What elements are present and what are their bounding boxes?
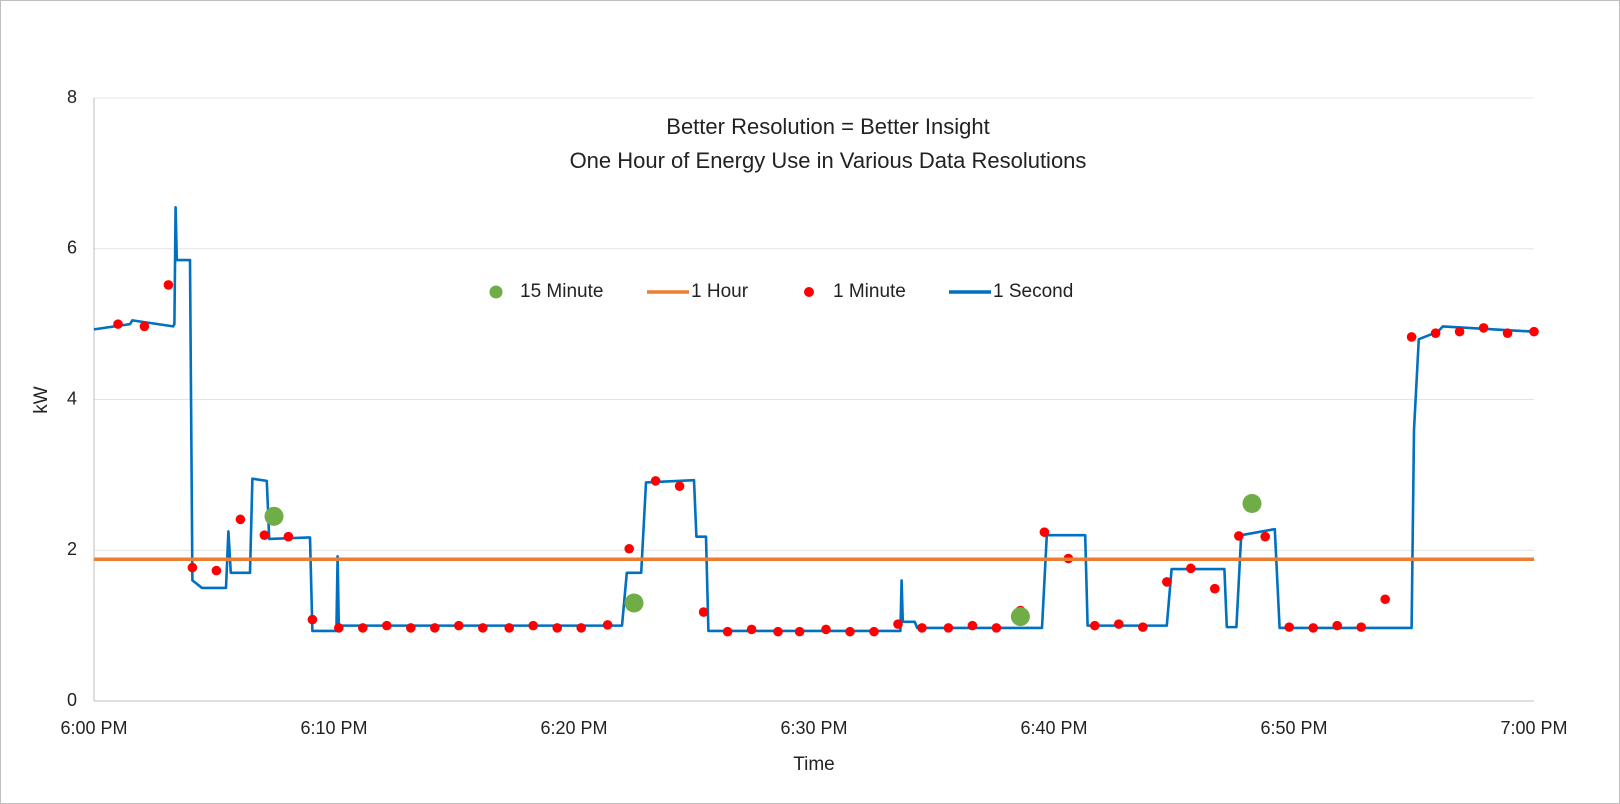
data-point [358,623,368,633]
x-tick-label: 6:10 PM [300,718,367,738]
data-point [722,626,733,637]
data-point [430,623,440,633]
data-point [211,565,222,576]
data-point [1529,326,1539,337]
y-tick-label: 8 [67,87,77,107]
y-tick-label: 0 [67,690,77,710]
data-point [264,506,284,526]
x-tick-label: 6:40 PM [1020,718,1087,738]
data-point [259,530,270,540]
x-tick-label: 7:00 PM [1500,718,1567,738]
data-point [674,481,685,491]
data-point [794,626,805,637]
data-point [139,321,150,332]
data-point [552,623,562,633]
data-point [1430,328,1441,338]
data-point [1380,594,1390,605]
legend-label: 15 Minute [520,281,603,302]
legend-item: 1 Second [949,281,1073,302]
data-point [821,624,831,635]
data-point [1308,623,1318,633]
data-point [307,614,318,625]
data-point [187,562,198,573]
data-point [1039,527,1050,537]
series-line [93,205,1535,633]
data-point [746,624,757,635]
y-tick-label: 6 [67,238,77,258]
data-point [1478,323,1489,333]
x-tick-label: 6:00 PM [60,718,127,738]
data-point [1502,328,1513,338]
data-point [1114,619,1124,629]
x-tick-label: 6:20 PM [540,718,607,738]
data-point [528,620,538,631]
legend-item: 15 Minute [489,281,603,302]
x-tick-label: 6:30 PM [780,718,847,738]
data-point [163,280,174,290]
data-point [773,626,783,637]
data-point [113,319,123,329]
chart-title: Better Resolution = Better Insight [666,114,989,139]
data-point [406,623,416,633]
legend-label: 1 Second [993,281,1073,302]
data-point [1242,494,1262,514]
data-point [382,620,392,631]
data-point [235,514,246,525]
data-point [943,623,954,633]
y-tick-label: 2 [67,539,77,559]
data-point [1284,622,1294,632]
data-point [1406,332,1417,342]
data-point [1090,620,1100,631]
data-point [893,619,903,629]
x-tick-label: 6:50 PM [1260,718,1327,738]
chart-subtitle: One Hour of Energy Use in Various Data R… [570,148,1087,173]
data-point [1010,607,1030,627]
y-tick-label: 4 [67,388,77,408]
legend-label: 1 Hour [691,281,749,302]
data-point [1162,577,1172,587]
data-point [1234,531,1244,541]
data-point [869,626,879,637]
data-point [1260,531,1270,542]
data-point [624,543,634,554]
data-point [845,626,855,637]
data-point [334,623,344,633]
data-point [1138,622,1148,632]
data-point [1356,622,1366,632]
data-point [1454,326,1465,337]
legend-label: 1 Minute [833,281,906,302]
data-point [967,620,978,631]
data-point [504,623,514,633]
data-point [1186,563,1196,574]
data-point [576,623,586,633]
data-point [1332,620,1342,631]
legend-item: 1 Hour [647,281,749,302]
data-point [650,476,661,486]
data-point [283,531,294,542]
data-point [991,623,1002,633]
data-point [624,593,644,613]
data-point [1210,583,1220,594]
legend-item: 1 Minute [804,281,906,302]
data-point [602,620,613,630]
data-point [478,623,488,633]
x-axis-label: Time [793,754,835,775]
legend-symbol [804,287,814,297]
y-axis-label: kW [31,386,52,414]
data-point [698,607,709,617]
legend-symbol [489,285,503,299]
data-point [917,623,927,633]
data-point [454,620,464,631]
